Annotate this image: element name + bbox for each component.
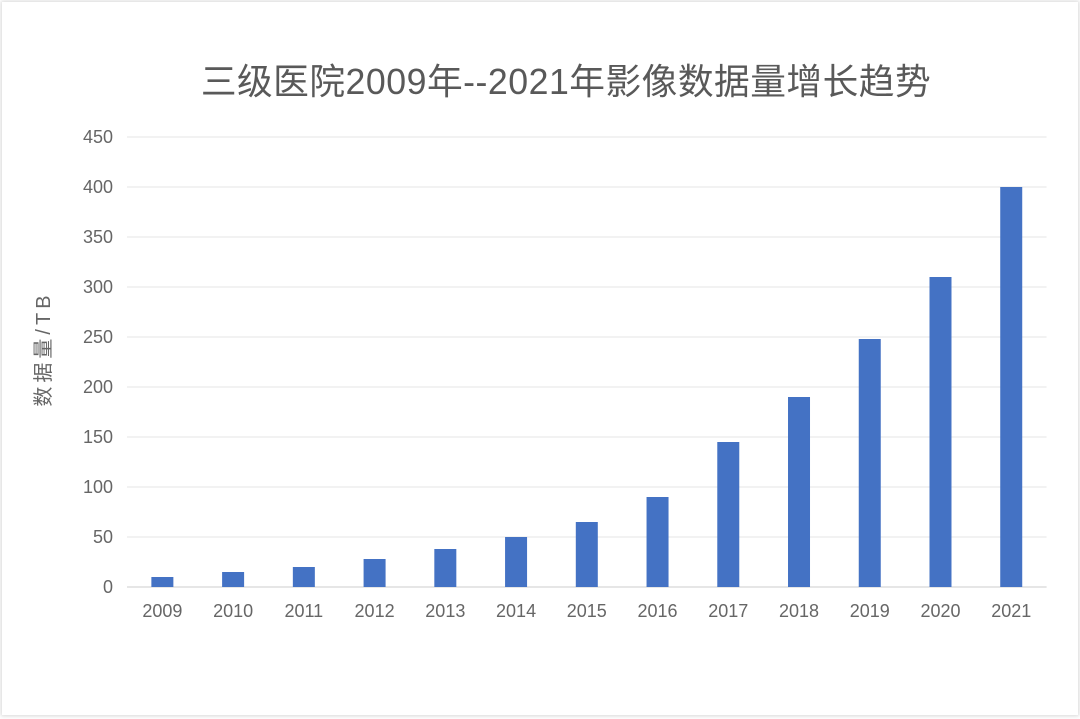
svg-text:200: 200: [83, 377, 113, 397]
svg-text:2020: 2020: [920, 601, 960, 621]
svg-text:2015: 2015: [567, 601, 607, 621]
svg-text:2016: 2016: [638, 601, 678, 621]
svg-text:250: 250: [83, 327, 113, 347]
svg-text:150: 150: [83, 427, 113, 447]
svg-text:2013: 2013: [425, 601, 465, 621]
svg-text:300: 300: [83, 277, 113, 297]
svg-text:0: 0: [103, 577, 113, 597]
svg-text:450: 450: [83, 127, 113, 147]
svg-text:50: 50: [93, 527, 113, 547]
svg-text:2021: 2021: [991, 601, 1031, 621]
svg-text:2012: 2012: [355, 601, 395, 621]
svg-text:2014: 2014: [496, 601, 536, 621]
svg-text:2009: 2009: [142, 601, 182, 621]
svg-text:2017: 2017: [708, 601, 748, 621]
svg-text:2011: 2011: [284, 601, 323, 621]
svg-text:350: 350: [83, 227, 113, 247]
svg-text:400: 400: [83, 177, 113, 197]
svg-text:2018: 2018: [779, 601, 819, 621]
svg-text:2019: 2019: [850, 601, 890, 621]
svg-text:数据量/TB: 数据量/TB: [32, 291, 55, 406]
svg-text:100: 100: [83, 477, 113, 497]
svg-text:2010: 2010: [213, 601, 253, 621]
